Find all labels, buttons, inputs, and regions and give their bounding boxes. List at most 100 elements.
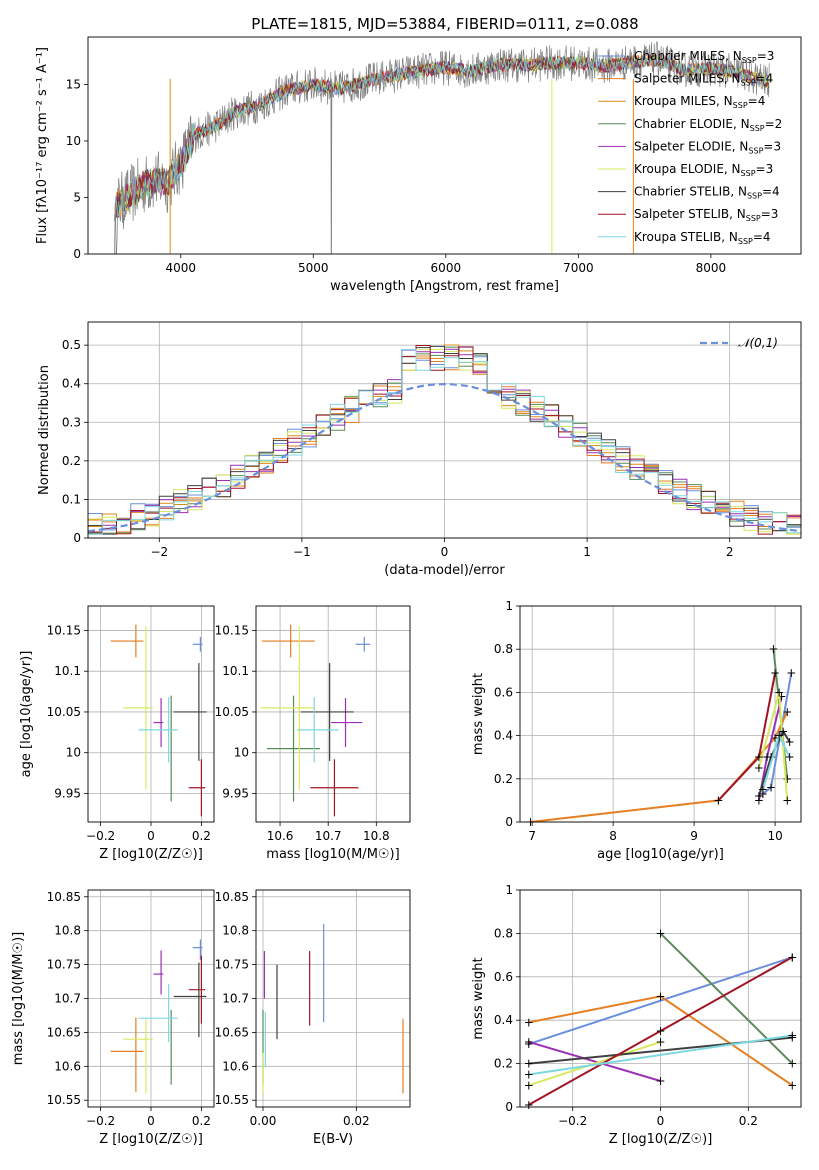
x-tick-label: 0.00 bbox=[250, 1114, 277, 1128]
ssp-marker: + bbox=[786, 666, 796, 680]
residual-histogram-line bbox=[88, 345, 801, 535]
y-tick-label: 0.4 bbox=[494, 1013, 513, 1027]
residual-histograms bbox=[88, 344, 801, 535]
y-tick-label: 10.05 bbox=[215, 705, 249, 719]
y-tick-label: 10.6 bbox=[54, 1059, 81, 1073]
y-tick-label: 0.4 bbox=[494, 729, 513, 743]
ssp-marker: + bbox=[524, 1057, 534, 1071]
age-vs-Z-x-label: Z [log10(Z/Z☉)] bbox=[99, 847, 203, 862]
legend-value: =2 bbox=[765, 117, 783, 131]
normal-reference-curve bbox=[88, 382, 801, 533]
ssp-marker: + bbox=[774, 685, 784, 699]
y-tick-label: 10.75 bbox=[47, 958, 81, 972]
ssp-marker: + bbox=[655, 1074, 665, 1088]
spectrum-axes: 4000 5000 6000 7000 8000 0 5 10 15 bbox=[66, 77, 726, 275]
weight-vs-age-frame bbox=[519, 605, 802, 823]
x-tick-label: 10 bbox=[767, 829, 782, 843]
ssp-marker: + bbox=[762, 750, 772, 764]
ssp-weight-line bbox=[762, 672, 793, 795]
legend-subscript: SSP bbox=[742, 56, 757, 65]
legend-entry: Kroupa STELIB, NSSP=4 bbox=[634, 230, 771, 246]
ssp-marker: + bbox=[655, 1024, 665, 1038]
model-spectrum-line bbox=[114, 54, 770, 222]
y-tick-label: 0.5 bbox=[62, 338, 81, 352]
ssp-marker: + bbox=[524, 1035, 534, 1049]
weight-vs-Z-y-label: mass weight bbox=[471, 957, 486, 1039]
ssp-marker: + bbox=[754, 789, 764, 803]
y-tick-label: 10.15 bbox=[47, 623, 81, 637]
weight-vs-Z-frame bbox=[519, 889, 802, 1108]
legend-entry: Kroupa MILES, NSSP=4 bbox=[634, 94, 765, 110]
ssp-marker: + bbox=[778, 724, 788, 738]
x-tick-label: 8 bbox=[609, 829, 617, 843]
y-tick-label: 0.8 bbox=[494, 926, 513, 940]
residual-y-label: Normed distribution bbox=[37, 365, 52, 495]
legend-entry: Chabrier STELIB, NSSP=4 bbox=[634, 185, 780, 201]
legend-value: =4 bbox=[756, 72, 774, 86]
legend-value: =4 bbox=[762, 185, 780, 199]
ssp-marker: + bbox=[758, 787, 768, 801]
y-tick-label: 10.65 bbox=[47, 1025, 81, 1039]
x-tick-label: 2 bbox=[726, 545, 734, 559]
x-tick-label: 9 bbox=[690, 829, 698, 843]
y-tick-label: 10.65 bbox=[215, 1025, 249, 1039]
x-tick-label: 8000 bbox=[696, 261, 727, 275]
weight-vs-Z-lines: ++++++++++++++++++ bbox=[524, 926, 798, 1111]
ssp-weight-line bbox=[659, 932, 793, 1065]
y-tick-label: 1 bbox=[505, 599, 513, 613]
legend-value: =3 bbox=[756, 162, 774, 176]
y-tick-label: 0 bbox=[73, 247, 81, 261]
ssp-marker: + bbox=[754, 761, 764, 775]
y-tick-label: 0.6 bbox=[494, 685, 513, 699]
ssp-marker: + bbox=[777, 690, 787, 704]
y-tick-label: 0.2 bbox=[494, 772, 513, 786]
legend-entry: 𝒩(0,1) bbox=[738, 336, 778, 350]
y-tick-label: 10.7 bbox=[54, 992, 81, 1006]
y-tick-label: 10 bbox=[66, 134, 81, 148]
ssp-marker: + bbox=[787, 1028, 797, 1042]
x-tick-label: 10.6 bbox=[267, 829, 294, 843]
legend-entry: Salpeter STELIB, NSSP=3 bbox=[634, 207, 778, 223]
x-tick-label: −2 bbox=[150, 545, 168, 559]
legend-entry: Kroupa ELODIE, NSSP=3 bbox=[634, 162, 773, 178]
ssp-weight-line bbox=[528, 956, 793, 1106]
ssp-marker: + bbox=[524, 1015, 534, 1029]
x-tick-label: 7000 bbox=[563, 261, 594, 275]
residuals-axes: −2 −1 0 1 2 0 0.1 0.2 0.3 0.4 0.5 bbox=[62, 322, 801, 559]
x-tick-label: 0.2 bbox=[739, 1114, 758, 1128]
legend-subscript: SSP bbox=[741, 169, 756, 178]
legend-entry: Salpeter ELODIE, NSSP=3 bbox=[634, 139, 781, 155]
x-tick-label: 0.2 bbox=[192, 1114, 211, 1128]
residual-x-label: (data-model)/error bbox=[384, 563, 505, 578]
y-tick-label: 0.4 bbox=[62, 377, 81, 391]
x-tick-label: 10.7 bbox=[315, 829, 342, 843]
y-tick-label: 10 bbox=[66, 746, 81, 760]
y-tick-label: 10.55 bbox=[215, 1093, 249, 1107]
ssp-weight-line bbox=[757, 692, 789, 801]
age-vs-Z-frame bbox=[87, 605, 215, 823]
y-tick-label: 10.85 bbox=[47, 890, 81, 904]
age-vs-Z-y-label: age [log10(age/yr)] bbox=[19, 651, 34, 778]
legend-entry: Chabrier ELODIE, NSSP=2 bbox=[634, 117, 782, 133]
ssp-weight-line bbox=[528, 956, 793, 1046]
legend-subscript: SSP bbox=[733, 101, 748, 110]
age-vs-Z-points bbox=[110, 624, 207, 817]
ssp-marker: + bbox=[524, 1078, 534, 1092]
legend-value: =3 bbox=[763, 139, 781, 153]
age_vs_Z-axes: −0.2 0 0.2 9.95 10 10.05 10.1 10.15 bbox=[47, 606, 214, 843]
ssp-weight-line bbox=[528, 1040, 661, 1087]
spectrum-frame bbox=[87, 36, 802, 255]
ssp-marker: + bbox=[782, 793, 792, 807]
ssp-marker: + bbox=[768, 642, 778, 656]
x-tick-label: −0.2 bbox=[86, 1114, 115, 1128]
x-tick-label: −0.2 bbox=[86, 829, 115, 843]
mass-vs-Z-x-label: Z [log10(Z/Z☉)] bbox=[99, 1132, 203, 1147]
y-tick-label: 10.8 bbox=[54, 924, 81, 938]
y-tick-label: 0.2 bbox=[494, 1057, 513, 1071]
ssp-marker: + bbox=[524, 1098, 534, 1112]
legend-subscript: SSP bbox=[741, 79, 756, 88]
x-tick-label: 0 bbox=[147, 1114, 155, 1128]
spectrum-title: PLATE=1815, MJD=53884, FIBERID=0111, z=0… bbox=[251, 15, 638, 33]
y-tick-label: 10.55 bbox=[47, 1093, 81, 1107]
